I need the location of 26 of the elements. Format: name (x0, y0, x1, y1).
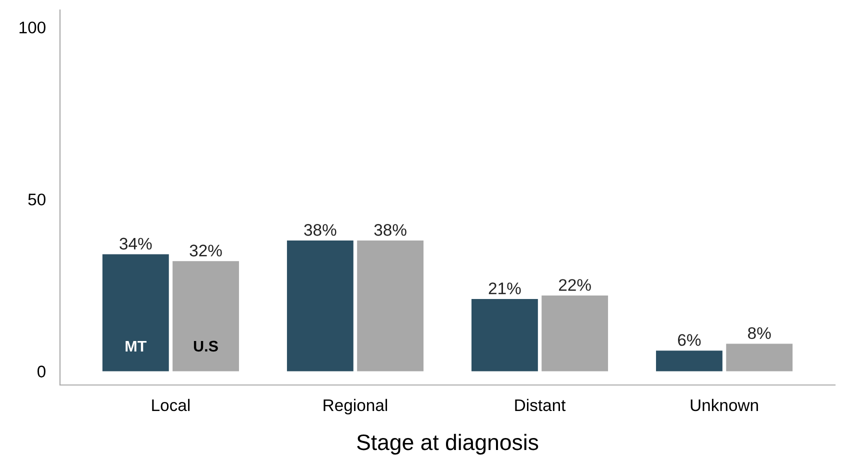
x-tick-label: Unknown (690, 398, 758, 412)
bar (286, 240, 354, 372)
x-tick-label: Distant (515, 398, 566, 412)
bar (471, 298, 538, 372)
bar (102, 254, 169, 372)
series-label: MT (126, 340, 147, 352)
data-label: 38% (304, 224, 336, 236)
y-tick-label: 100 (20, 22, 46, 34)
bar (172, 261, 239, 372)
data-label: 8% (748, 327, 771, 340)
series-label: U.S (194, 340, 218, 352)
data-label: 22% (558, 279, 591, 291)
bar (726, 344, 793, 372)
y-tick-label: 50 (28, 194, 46, 206)
data-label: 34% (120, 238, 152, 250)
bar (542, 296, 608, 372)
y-tick-label: 0 (37, 366, 46, 378)
x-tick-label: Regional (324, 398, 388, 414)
data-label: 6% (678, 334, 701, 346)
bar (357, 240, 424, 372)
data-label: 32% (190, 244, 222, 256)
x-tick-label: Local (152, 398, 190, 412)
x-axis-title: Stage at diagnosis (357, 434, 538, 455)
data-label: 21% (488, 282, 521, 294)
bar (656, 350, 722, 372)
data-label: 38% (374, 224, 406, 236)
